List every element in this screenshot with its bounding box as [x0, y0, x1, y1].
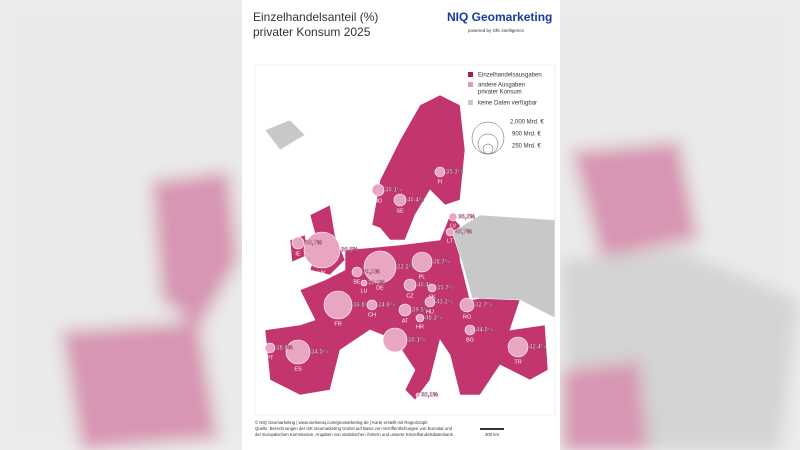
share-label: 40,4%	[417, 283, 435, 289]
footer: © NIQ Geomarketing | www.nielseniq.com/g…	[255, 420, 428, 425]
country-code: BE	[353, 279, 361, 285]
legend-swatch	[468, 72, 473, 77]
country-bubble	[382, 327, 408, 353]
legend-label: andere Ausgaben	[478, 83, 525, 89]
country-bubble	[264, 342, 276, 354]
share-label: 30,9%	[368, 281, 386, 287]
country-code: DE	[376, 285, 384, 291]
country-code: HU	[426, 309, 434, 315]
country-bubble	[507, 336, 529, 358]
country-code: PT	[266, 355, 274, 361]
country-code: BG	[466, 337, 474, 343]
country-code: SE	[396, 208, 404, 214]
share-label: 35,7%	[437, 286, 455, 292]
country-bubble	[360, 279, 368, 287]
share-label: 22,2%	[397, 265, 415, 271]
share-label: 30,1%	[421, 393, 439, 399]
share-label: 30,1%	[385, 188, 403, 194]
country-bubble	[366, 299, 378, 311]
country-code: FR	[334, 321, 341, 327]
country-bubble	[323, 290, 353, 320]
scale-bar	[480, 428, 504, 430]
legend-label: Einzelhandelsausgaben	[478, 73, 542, 79]
footer: Quelle: Berechnungen der I2K Geomarketin…	[255, 426, 453, 431]
share-label: 34,5%	[311, 350, 329, 356]
no-data-area	[264, 119, 556, 319]
legend-label: privater Konsum	[478, 90, 522, 96]
share-label: 36,8%	[353, 303, 371, 309]
country-code: PL	[419, 274, 426, 280]
share-label: 38,7%	[433, 260, 451, 266]
country-bubble	[351, 266, 363, 278]
country-code: IT	[393, 354, 399, 360]
country-bubble	[393, 193, 407, 207]
country-code: NO	[374, 198, 383, 204]
country-bubble	[285, 339, 311, 365]
share-label: 25,7%	[305, 241, 323, 247]
title: privater Konsum 2025	[253, 25, 371, 39]
legend-swatch	[468, 100, 473, 105]
country-bubble	[403, 278, 417, 292]
share-label: 36,2%	[458, 215, 476, 221]
country-bubble	[459, 297, 475, 313]
country-bubble	[398, 303, 412, 317]
country-bubble	[371, 183, 385, 197]
country-code: FI	[438, 179, 443, 185]
size-legend	[471, 121, 505, 155]
share-label: 43,2%	[436, 300, 454, 306]
share-label: 38,8%	[276, 346, 294, 352]
country-code: LU	[360, 288, 367, 294]
legend-label: keine Daten verfügbar	[478, 101, 537, 107]
country-bubble	[363, 250, 397, 284]
country-bubble	[291, 236, 305, 250]
share-label: 35,3%	[446, 170, 464, 176]
country-bubble	[415, 392, 421, 398]
logo-sub: powered by GfK intelligence	[468, 28, 525, 33]
country-code: CZ	[406, 293, 414, 299]
share-label: 39,5%	[412, 308, 430, 314]
country-code: CH	[368, 312, 376, 318]
scale-label: 300 km	[485, 432, 500, 437]
share-label: 44,0%	[476, 328, 494, 334]
share-label: 45,7%	[455, 230, 473, 236]
footer: der Europäischen Kommission, Angaben von…	[255, 432, 454, 437]
country-bubble	[424, 296, 436, 308]
country-bubble	[427, 283, 437, 293]
country-bubble	[434, 166, 446, 178]
country-code: RO	[463, 314, 472, 320]
size-label: 250 Mrd. €	[512, 144, 541, 150]
country-code: HR	[416, 324, 424, 330]
logo: NIQ Geomarketing	[447, 10, 552, 24]
share-label: 48,3%	[425, 316, 443, 322]
title: Einzelhandelsanteil (%)	[253, 10, 378, 24]
country-code: AT	[402, 318, 409, 324]
country-code: IE	[295, 251, 301, 257]
country-code: LT	[447, 238, 454, 244]
country-bubble	[411, 251, 433, 273]
legend-swatch	[468, 82, 473, 87]
country-code: UK	[318, 270, 326, 276]
share-label: 24,6%	[378, 303, 396, 309]
share-label: 40,4%	[407, 198, 425, 204]
country-bubble	[448, 212, 458, 222]
share-label: 32,7%	[475, 303, 493, 309]
country-code: TR	[514, 359, 521, 365]
share-label: 31,1%	[363, 270, 381, 276]
country-bubble	[445, 227, 455, 237]
country-code: ES	[294, 366, 302, 372]
country-code: LV	[450, 223, 457, 229]
share-label: 26,5%	[341, 248, 359, 254]
country-bubble	[303, 231, 341, 269]
size-label: 2.000 Mrd. €	[510, 120, 544, 126]
country-code: MT	[414, 399, 423, 405]
country-bubble	[464, 324, 476, 336]
size-label: 900 Mrd. €	[512, 132, 541, 138]
share-label: 42,4%	[529, 345, 547, 351]
country-bubble	[415, 313, 425, 323]
share-label: 30,1%	[408, 338, 426, 344]
